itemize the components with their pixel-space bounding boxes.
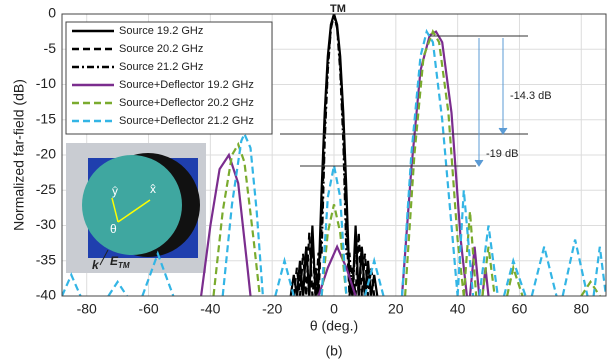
y-tick-label: -30: [36, 216, 56, 232]
y-tick-label: -5: [44, 40, 57, 56]
y-tick-label: -10: [36, 75, 56, 91]
annotation-lines: [280, 36, 528, 166]
legend-label: Source 19.2 GHz: [119, 25, 203, 37]
caption: (b): [325, 343, 342, 359]
y-tick-label: -20: [36, 146, 56, 162]
legend: Source 19.2 GHz Source 20.2 GHz Source 21.…: [66, 22, 272, 134]
x-tick-label: 40: [450, 301, 466, 317]
y-tick-label: -35: [36, 251, 56, 267]
y-axis-label: Normalized far-field (dB): [11, 79, 27, 231]
x-tick-label: 0: [330, 301, 338, 317]
x-tick-label: 60: [512, 301, 528, 317]
inset-label: TM: [118, 261, 130, 270]
annotation: TM: [330, 3, 346, 15]
x-tick-label: -20: [262, 301, 282, 317]
inset-image: ŷ x̂ θ k ETM: [66, 143, 206, 273]
legend-label: Source 20.2 GHz: [119, 43, 203, 55]
y-tick-label: -40: [36, 287, 56, 303]
inset-label: θ: [110, 222, 117, 236]
y-tick-label: -15: [36, 110, 56, 126]
annotation: -19 dB: [486, 148, 518, 160]
inset-label: ŷ: [112, 184, 118, 198]
annotation-arrowhead: [475, 160, 483, 166]
x-tick-label: -80: [77, 301, 97, 317]
x-axis-label: θ (deg.): [310, 318, 358, 334]
chart: ŷ x̂ θ k ETM TM -14.3 dB -19 dB Source 1…: [0, 0, 610, 364]
annotation: -14.3 dB: [510, 90, 552, 102]
legend-label: Source+Deflector 21.2 GHz: [119, 115, 254, 127]
legend-label: Source 21.2 GHz: [119, 61, 203, 73]
x-tick-label: -60: [138, 301, 158, 317]
inset-disc: [82, 155, 182, 255]
legend-label: Source+Deflector 19.2 GHz: [119, 79, 254, 91]
annotation-arrowhead: [499, 128, 507, 134]
x-tick-label: 80: [573, 301, 589, 317]
x-tick-label: -40: [200, 301, 220, 317]
y-tick-label: -25: [36, 181, 56, 197]
inset-label: x̂: [150, 182, 156, 196]
x-tick-label: 20: [388, 301, 404, 317]
y-tick-label: 0: [48, 5, 56, 21]
legend-label: Source+Deflector 20.2 GHz: [119, 97, 254, 109]
